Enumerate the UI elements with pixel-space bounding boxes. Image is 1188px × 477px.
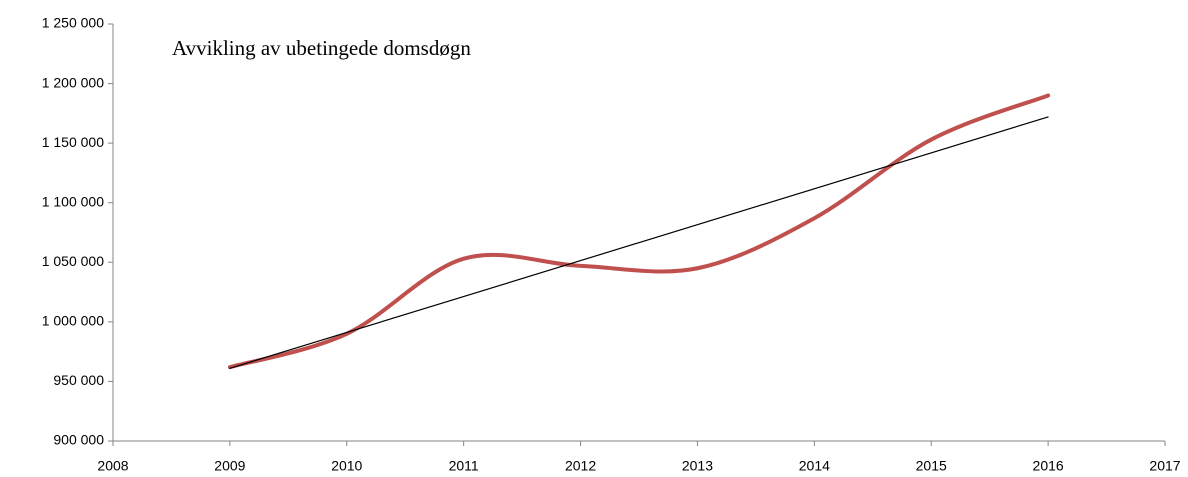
y-tick-label: 1 050 000 bbox=[42, 253, 104, 269]
y-tick-label: 1 250 000 bbox=[42, 15, 104, 31]
y-tick-label: 1 100 000 bbox=[42, 193, 104, 209]
y-tick-label: 1 200 000 bbox=[42, 74, 104, 90]
line-series bbox=[227, 93, 1051, 370]
y-tick-label: 1 000 000 bbox=[42, 313, 104, 329]
x-tick-label: 2017 bbox=[1149, 458, 1180, 474]
y-tick-label: 950 000 bbox=[53, 372, 104, 388]
x-tick-label: 2011 bbox=[449, 458, 479, 474]
chart-title: Avvikling av ubetingede domsdøgn bbox=[172, 36, 471, 60]
x-tick-label: 2015 bbox=[916, 458, 947, 474]
x-tick-label: 2014 bbox=[799, 458, 830, 474]
x-tick-label: 2012 bbox=[565, 458, 596, 474]
x-tick-label: 2016 bbox=[1033, 458, 1064, 474]
x-tick-label: 2009 bbox=[214, 458, 245, 474]
x-tick-label: 2008 bbox=[97, 458, 128, 474]
x-tick-label: 2013 bbox=[682, 458, 713, 474]
y-tick-label: 1 150 000 bbox=[42, 134, 104, 150]
line-series bbox=[229, 116, 1049, 369]
x-tick-label: 2010 bbox=[331, 458, 362, 474]
y-tick-label: 900 000 bbox=[53, 432, 104, 448]
